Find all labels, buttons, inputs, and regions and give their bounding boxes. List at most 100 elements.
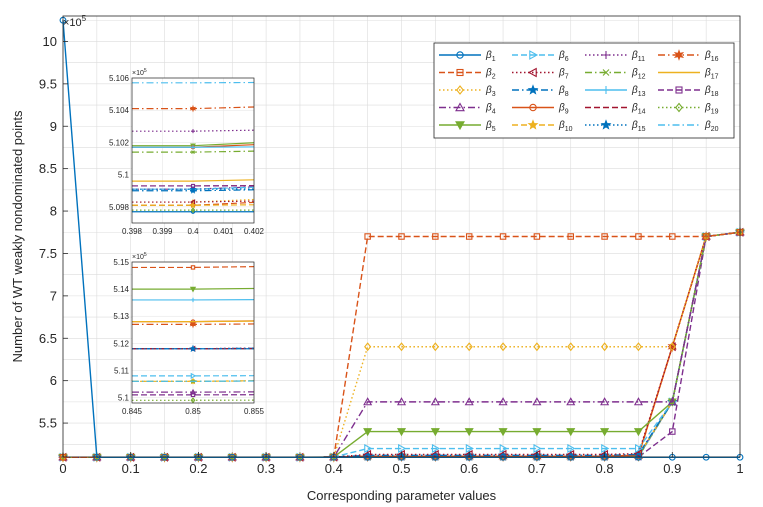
data-point <box>364 443 373 454</box>
inset-y-tick-label: 5.106 <box>109 74 130 83</box>
legend-item-2: β2 <box>439 68 496 81</box>
data-point <box>194 452 202 462</box>
legend-label: β4 <box>485 103 496 116</box>
data-point <box>567 443 576 454</box>
axis-ticks: 0 0.1 0.2 0.3 0.4 0.5 0.6 0.7 0.8 0.9 1 5.5 6 6.5 7 7.5… <box>39 34 744 476</box>
data-point <box>398 443 407 454</box>
legend-label: β11 <box>631 50 645 63</box>
data-point <box>533 443 542 454</box>
y-tick-label: 7.5 <box>39 246 57 261</box>
inset-x-tick-label: 0.399 <box>152 227 173 236</box>
legend-label: β19 <box>704 103 719 116</box>
data-point <box>601 342 609 352</box>
x-tick-label: 0.2 <box>189 461 207 476</box>
legend-marker <box>455 102 465 112</box>
data-point <box>160 452 169 462</box>
data-point <box>397 342 406 352</box>
inset-y-tick-label: 5.1 <box>118 394 130 403</box>
legend-label: β15 <box>631 120 646 133</box>
legend-marker <box>600 119 612 130</box>
legend: β1 β2 β3 β4 β5 β6 β7 β8 β9 β10 β11 β12 β13 β14 β15 β16 β… <box>433 42 735 139</box>
inset-data-point <box>190 397 196 403</box>
data-point <box>430 428 440 437</box>
legend-marker <box>529 103 537 112</box>
data-point <box>431 443 441 454</box>
data-point <box>533 233 541 240</box>
data-point <box>532 397 542 406</box>
legend-marker <box>675 102 683 113</box>
legend-item-7: β7 <box>512 68 569 81</box>
legend-marker <box>602 69 610 76</box>
data-point <box>601 443 610 454</box>
legend-item-9: β9 <box>512 103 569 116</box>
data-point <box>296 452 304 462</box>
inset-y-tick-label: 5.1 <box>118 171 130 180</box>
data-point <box>464 397 474 406</box>
data-point <box>499 443 508 454</box>
legend-label: β14 <box>631 103 646 116</box>
legend-marker <box>456 51 464 59</box>
legend-item-14: β14 <box>585 103 646 116</box>
y-tick-label: 8.5 <box>39 161 57 176</box>
inset-data-point <box>190 207 196 213</box>
x-tick-label: 0.9 <box>663 461 681 476</box>
data-point <box>600 397 610 406</box>
inset-data-point <box>191 145 195 150</box>
inset-y-tick-label: 5.11 <box>114 366 130 375</box>
x-tick-label: 1 <box>736 461 743 476</box>
inset-layer: 0.398 0.399 0.4 0.401 0.4025.0985.15.1025.10… <box>109 68 265 416</box>
y-tick-label: 8 <box>50 204 57 219</box>
legend-label: β9 <box>558 103 569 116</box>
data-point <box>262 452 270 462</box>
legend-item-16: β16 <box>658 49 719 63</box>
x-tick-label: 0.7 <box>528 461 546 476</box>
x-tick-label: 0.6 <box>460 461 478 476</box>
inset-x-tick-label: 0.855 <box>244 407 265 416</box>
data-point <box>431 342 439 352</box>
data-point <box>362 449 372 459</box>
data-point <box>398 233 405 240</box>
data-point <box>465 233 473 240</box>
inset-data-point <box>189 344 197 352</box>
inset-y-tick-label: 5.12 <box>113 339 129 348</box>
data-point <box>702 232 710 241</box>
data-point <box>633 449 642 459</box>
data-point <box>499 342 507 352</box>
inset-data-point <box>189 388 197 395</box>
y-tick-label: 10 <box>43 34 57 49</box>
data-point <box>228 452 236 462</box>
legend-item-10: β10 <box>512 119 573 133</box>
y-tick-label: 9 <box>50 119 57 134</box>
legend-label: β6 <box>558 50 569 63</box>
inset-data-point <box>190 372 197 380</box>
inset-y-tick-label: 5.104 <box>109 106 130 115</box>
legend-label: β7 <box>558 68 569 81</box>
x-axis-label: Corresponding parameter values <box>307 488 497 503</box>
data-point <box>498 397 508 406</box>
legend-item-18: β18 <box>658 85 719 98</box>
y-tick-label: 6 <box>50 373 57 388</box>
legend-item-5: β5 <box>439 120 496 133</box>
x-tick-label: 0.1 <box>122 461 140 476</box>
inset-series-layer <box>132 81 254 214</box>
inset-data-point <box>190 297 196 303</box>
legend-label: β2 <box>485 68 496 81</box>
inset-y-exponent: ×105 <box>132 252 147 261</box>
legend-label: β18 <box>704 85 719 98</box>
data-point <box>635 443 644 454</box>
data-point <box>667 397 677 406</box>
legend-marker <box>527 67 537 78</box>
legend-marker <box>456 85 464 95</box>
data-point <box>566 397 576 406</box>
data-point <box>567 233 574 240</box>
legend-item-20: β20 <box>658 120 719 133</box>
inset-series-line <box>132 266 254 269</box>
legend-label: β20 <box>704 120 719 133</box>
data-point <box>533 342 541 352</box>
data-point <box>430 397 440 406</box>
data-point <box>363 428 373 437</box>
legend-box <box>433 42 735 139</box>
data-point <box>567 342 575 352</box>
y-axis-exponent: ×105 <box>63 14 87 29</box>
y-tick-label: 6.5 <box>39 331 57 346</box>
